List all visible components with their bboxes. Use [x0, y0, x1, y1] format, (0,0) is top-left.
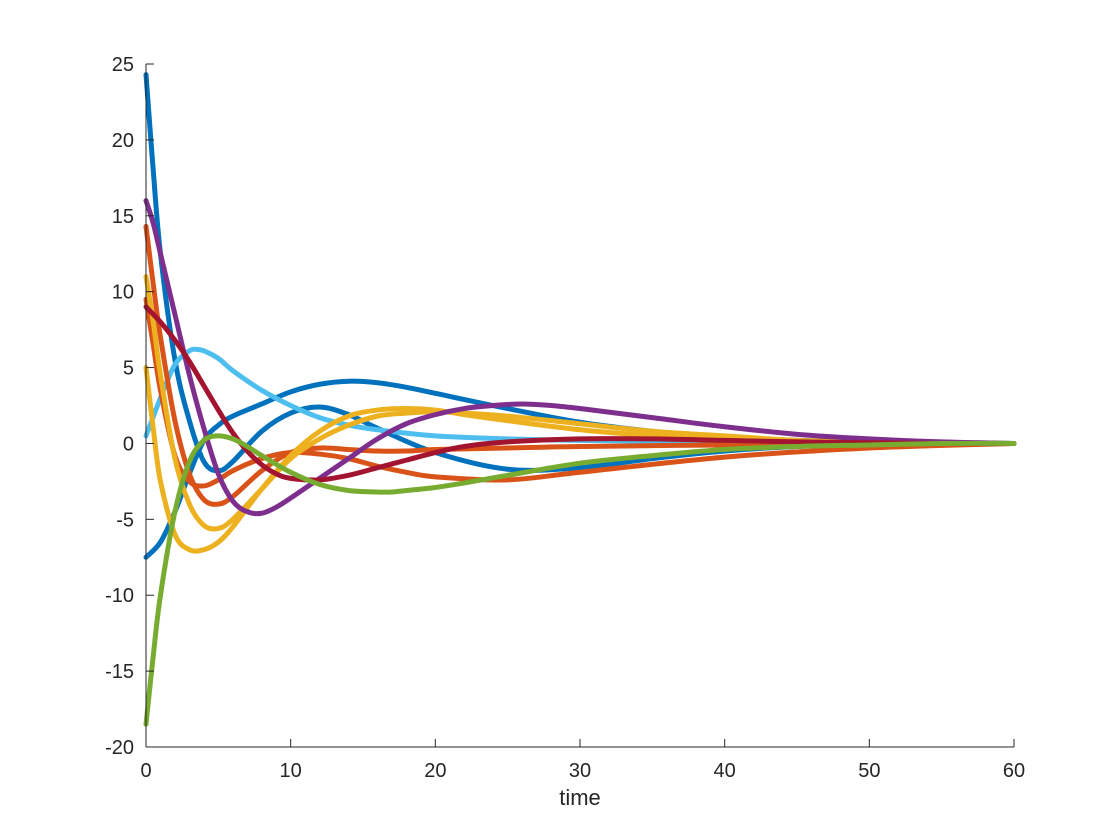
series-line-10 — [143, 433, 1017, 727]
x-tick-label: 60 — [1003, 760, 1025, 782]
y-tick-label: -15 — [105, 661, 134, 683]
y-tick-label: 25 — [112, 54, 134, 76]
y-axis-ticks: 25 20 15 10 5 0 -5 -10 -15 -20 — [105, 54, 154, 759]
series-line-8 — [143, 198, 1017, 517]
x-tick-label: 0 — [140, 760, 151, 782]
series-line-4 — [143, 223, 1017, 507]
x-tick-label: 10 — [280, 760, 302, 782]
series-line-5 — [143, 296, 1017, 489]
y-tick-label: 10 — [112, 282, 134, 304]
y-tick-label: -5 — [116, 509, 134, 531]
x-tick-label: 50 — [858, 760, 880, 782]
series-line-9 — [143, 304, 1017, 483]
x-axis-ticks: 0 10 20 30 40 50 60 — [140, 739, 1025, 782]
series-layer — [143, 72, 1017, 727]
y-tick-label: 5 — [123, 358, 134, 380]
y-tick-label: -10 — [105, 585, 134, 607]
y-tick-label: 15 — [112, 206, 134, 228]
x-tick-label: 20 — [424, 760, 446, 782]
y-tick-label: 0 — [123, 433, 134, 455]
y-tick-label: -20 — [105, 737, 134, 759]
x-tick-label: 40 — [714, 760, 736, 782]
series-line-7 — [143, 273, 1017, 532]
x-axis-title: time — [559, 785, 601, 810]
x-tick-label: 30 — [569, 760, 591, 782]
y-tick-label: 20 — [112, 130, 134, 152]
